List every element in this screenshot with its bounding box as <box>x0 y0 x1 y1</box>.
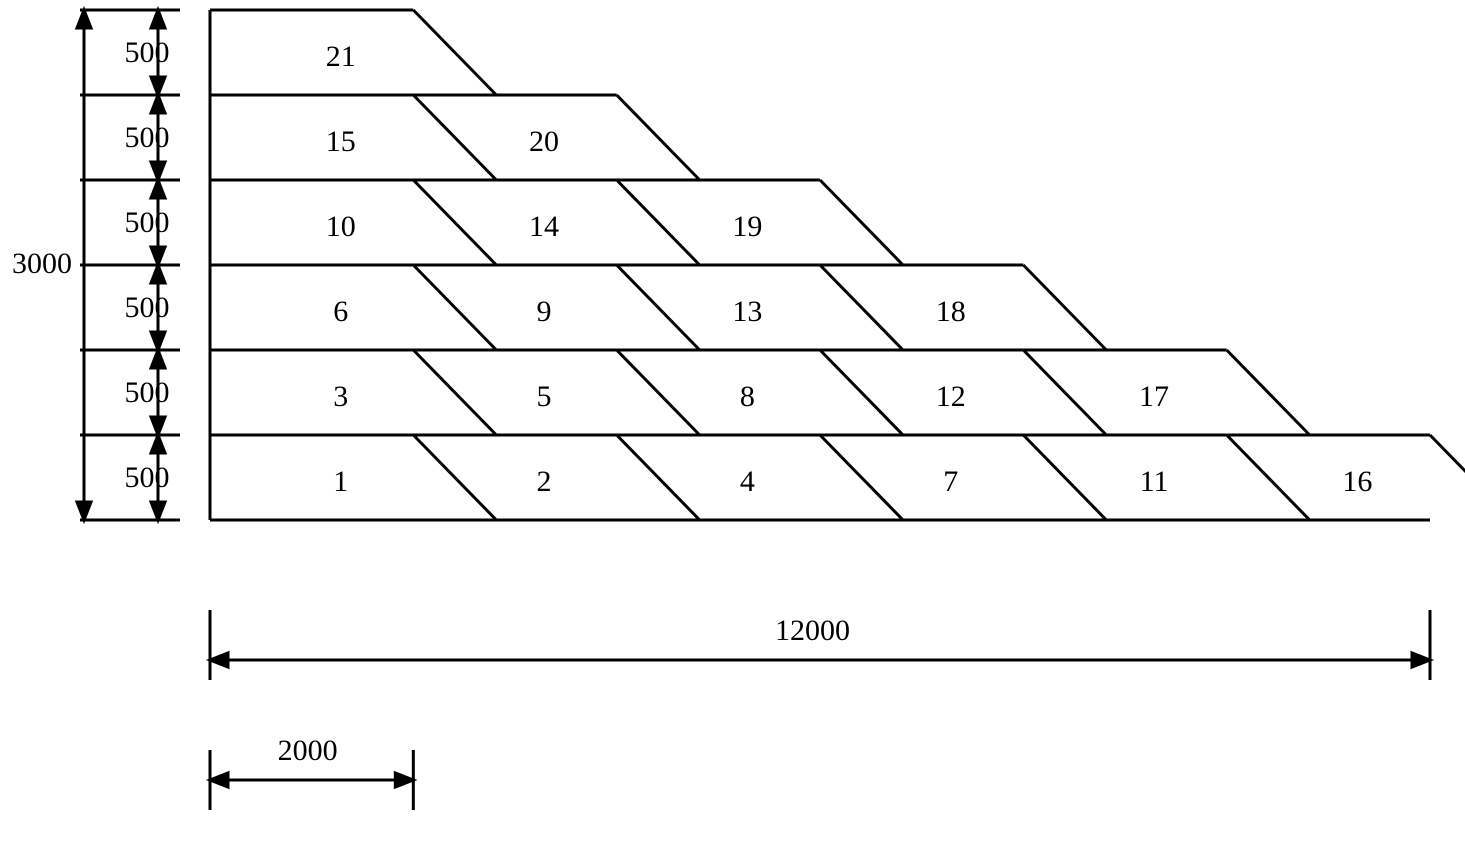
cell-20: 20 <box>529 125 559 159</box>
dim-row-0: 500 <box>125 461 170 495</box>
dim-row-4: 500 <box>125 121 170 155</box>
cell-14: 14 <box>529 210 559 244</box>
dim-row-2: 500 <box>125 291 170 325</box>
dim-cell-width: 2000 <box>278 734 338 768</box>
cell-16: 16 <box>1342 465 1372 499</box>
cell-19: 19 <box>732 210 762 244</box>
cell-9: 9 <box>537 295 552 329</box>
cell-15: 15 <box>326 125 356 159</box>
cell-4: 4 <box>740 465 755 499</box>
dim-row-5: 500 <box>125 36 170 70</box>
cell-10: 10 <box>326 210 356 244</box>
diagram-svg <box>0 0 1465 862</box>
cell-13: 13 <box>732 295 762 329</box>
dim-row-1: 500 <box>125 376 170 410</box>
cell-1: 1 <box>333 465 348 499</box>
cell-6: 6 <box>333 295 348 329</box>
cell-2: 2 <box>537 465 552 499</box>
dim-total-height: 3000 <box>12 247 72 281</box>
cell-8: 8 <box>740 380 755 414</box>
dim-total-width: 12000 <box>775 614 850 648</box>
cell-21: 21 <box>326 40 356 74</box>
dim-row-3: 500 <box>125 206 170 240</box>
cell-3: 3 <box>333 380 348 414</box>
cell-18: 18 <box>936 295 966 329</box>
cell-17: 17 <box>1139 380 1169 414</box>
cell-7: 7 <box>943 465 958 499</box>
cell-12: 12 <box>936 380 966 414</box>
cell-5: 5 <box>537 380 552 414</box>
cell-11: 11 <box>1140 465 1169 499</box>
